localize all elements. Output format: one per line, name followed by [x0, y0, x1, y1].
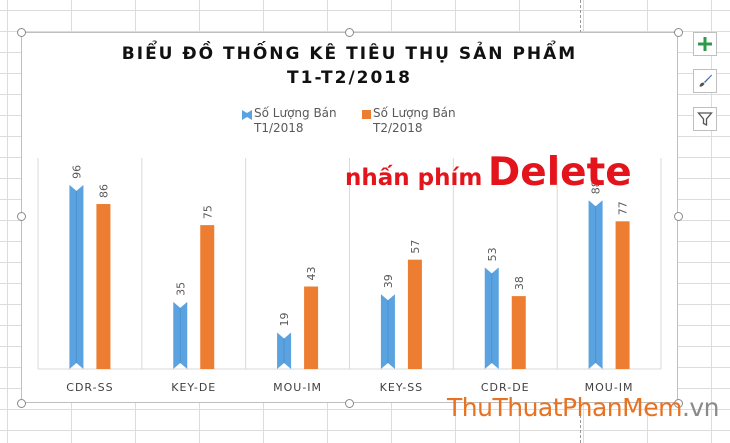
legend-item-t1-line2: T1/2018 [254, 121, 304, 135]
bar-t2 [511, 296, 526, 369]
resize-handle-right[interactable] [674, 212, 683, 221]
legend-item-t2[interactable]: Số Lượng Bán T2/2018 [373, 106, 456, 136]
watermark-part1: ThuThuat [447, 393, 563, 422]
resize-handle-bottom[interactable] [345, 399, 354, 408]
x-tick-label: MOU-IM [585, 381, 634, 394]
watermark: ThuThuatPhanMem.vn [447, 393, 720, 422]
resize-handle-bottom-left[interactable] [17, 399, 26, 408]
watermark-part3: .vn [681, 393, 720, 422]
data-label-t1: 53 [486, 247, 499, 261]
annotation-key: Delete [487, 150, 632, 195]
legend-item-t1-line1: Số Lượng Bán [254, 106, 337, 120]
resize-handle-top[interactable] [345, 28, 354, 37]
x-tick-label: CDR-DE [481, 381, 530, 394]
legend-item-t1[interactable]: Số Lượng Bán T1/2018 [254, 106, 337, 136]
bar-t2 [200, 225, 215, 369]
chart-title-line1[interactable]: BIỂU ĐỒ THỐNG KÊ TIÊU THỤ SẢN PHẨM [121, 44, 578, 64]
chart-elements-button[interactable] [693, 32, 717, 56]
data-label-t1: 19 [278, 313, 291, 327]
data-label-t1: 39 [382, 274, 395, 288]
data-label-t2: 75 [201, 205, 214, 219]
data-label-t1: 96 [70, 165, 83, 179]
x-tick-label: MOU-IM [273, 381, 322, 394]
resize-handle-left[interactable] [17, 212, 26, 221]
data-label-t2: 38 [513, 276, 526, 290]
bar-t2 [615, 221, 630, 369]
legend-marker-t2 [362, 110, 371, 119]
annotation-prefix: nhấn phím [345, 165, 483, 191]
legend-item-t2-line1: Số Lượng Bán [373, 106, 456, 120]
data-label-t1: 35 [174, 282, 187, 296]
brush-icon [699, 74, 712, 87]
chart-title-line2[interactable]: T1-T2/2018 [287, 68, 412, 88]
chart-filters-button[interactable] [693, 107, 717, 131]
data-label-t2: 43 [305, 267, 318, 281]
data-label-t2: 57 [409, 240, 422, 254]
resize-handle-top-right[interactable] [674, 28, 683, 37]
legend-marker-t1 [242, 110, 252, 120]
watermark-part2: PhanMem [562, 393, 682, 422]
plus-icon [698, 37, 712, 51]
data-label-t2: 77 [617, 201, 630, 215]
x-tick-label: CDR-SS [66, 381, 113, 394]
resize-handle-top-left[interactable] [17, 28, 26, 37]
data-label-t1: 88 [590, 180, 603, 194]
filter-icon [697, 112, 713, 127]
x-tick-label: KEY-SS [380, 381, 424, 394]
bar-t2 [96, 204, 111, 369]
delete-annotation: nhấn phím Delete [345, 150, 632, 195]
resize-handle-bottom-right[interactable] [674, 399, 683, 408]
data-label-t2: 86 [97, 184, 110, 198]
chart-styles-button[interactable] [693, 69, 717, 93]
bar-t2 [304, 286, 319, 369]
legend-item-t2-line2: T2/2018 [373, 121, 423, 135]
bar-t2 [407, 259, 422, 369]
x-tick-label: KEY-DE [171, 381, 216, 394]
